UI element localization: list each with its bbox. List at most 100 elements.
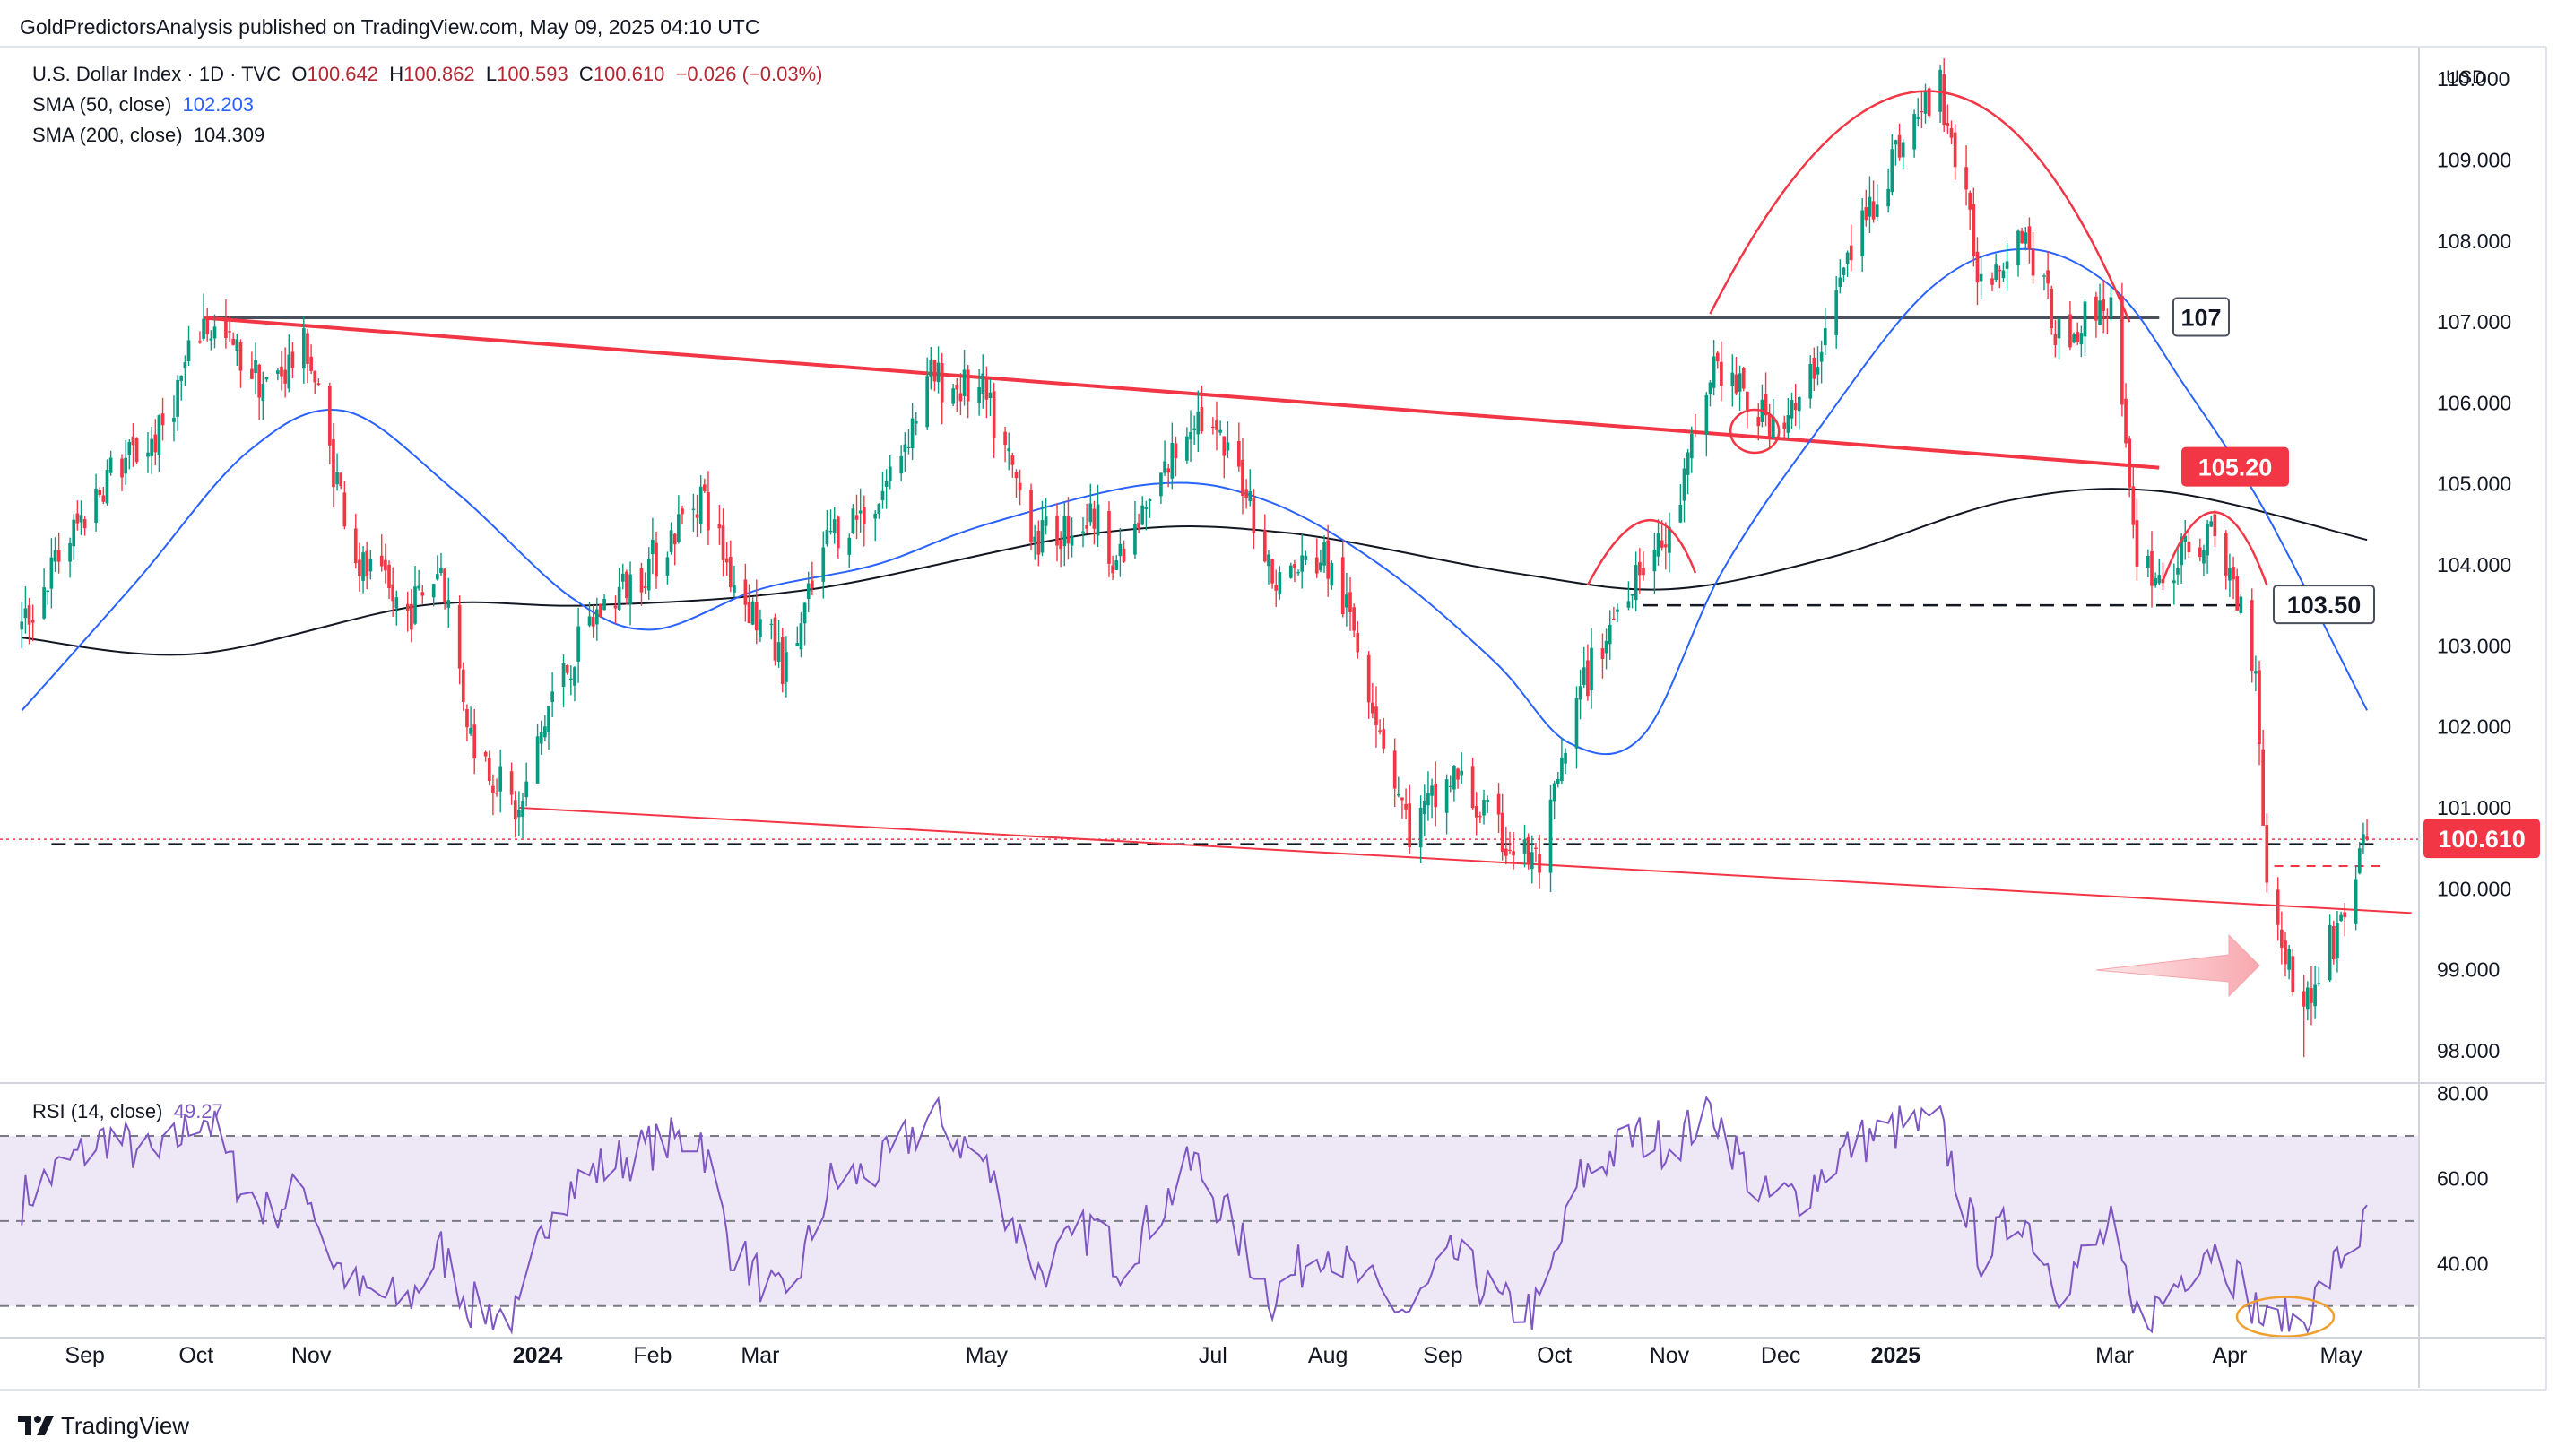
candle-body: [1616, 609, 1619, 612]
candle-body: [1270, 559, 1274, 584]
candle-body: [1218, 429, 1222, 433]
candle-body: [1007, 448, 1011, 452]
candle-body: [2161, 578, 2165, 584]
candle-body: [565, 664, 569, 673]
upper-trendline[interactable]: [203, 316, 2160, 470]
candle-body: [1426, 793, 1430, 806]
candle-body: [1137, 522, 1140, 529]
candle-body: [936, 362, 941, 383]
candle-body: [1864, 207, 1868, 221]
currency-label[interactable]: USD: [2446, 67, 2486, 88]
candle-body: [1470, 766, 1475, 809]
sma200-line[interactable]: [22, 488, 2368, 656]
candle-body: [1816, 367, 1820, 375]
time-tick-label: Oct: [178, 1343, 213, 1368]
candle-body: [405, 603, 410, 611]
left-shoulder-arc[interactable]: [1586, 519, 1697, 586]
lower-trendline[interactable]: [518, 806, 2412, 914]
candle-body: [94, 488, 98, 524]
rsi-tick-label: 80.00: [2437, 1081, 2489, 1105]
candle-body: [238, 342, 243, 371]
rsi-line[interactable]: [21, 1095, 2368, 1335]
candle-body: [1968, 192, 1972, 210]
candle-body: [435, 574, 439, 580]
level-105-20-tag[interactable]: [2181, 446, 2289, 487]
candle-body: [914, 420, 918, 424]
candle-body: [587, 616, 592, 626]
candle-body: [2310, 988, 2313, 1003]
candle-body: [747, 602, 751, 624]
candle-body: [821, 547, 826, 582]
candle-body: [1793, 403, 1798, 411]
price-tick-label: 100.000: [2437, 877, 2511, 900]
candle-body: [981, 373, 985, 394]
candle-body: [146, 452, 150, 457]
candle-body: [2079, 333, 2084, 345]
candle-body: [707, 492, 710, 531]
candle-body: [1088, 503, 1093, 523]
right-shoulder-arc[interactable]: [2162, 511, 2268, 586]
head-and-shoulders-arc[interactable]: [1709, 90, 2131, 323]
level-103-50-tag[interactable]: [2273, 585, 2375, 625]
candle-body: [1196, 411, 1201, 435]
candle-body: [491, 785, 495, 793]
candle-body: [327, 386, 332, 446]
price-tick-label: 103.000: [2437, 634, 2511, 657]
candle-body: [2258, 670, 2261, 745]
candle-body: [1860, 210, 1865, 256]
sma200-legend[interactable]: SMA (200, close) 104.309: [32, 124, 264, 147]
time-tick-label: Feb: [633, 1343, 672, 1368]
candle-body: [695, 514, 699, 518]
tradingview-logo[interactable]: TradingView: [18, 1409, 189, 1442]
candle-body: [1949, 128, 1954, 138]
candle-body: [30, 620, 35, 623]
candle-body: [599, 603, 602, 618]
symbol-legend[interactable]: U.S. Dollar Index · 1D · TVC O100.642 H1…: [32, 63, 822, 86]
ohlc-open-label: O: [291, 63, 308, 85]
pivot-circle[interactable]: [1729, 408, 1781, 455]
candle-body: [1278, 572, 1282, 594]
sma50-line[interactable]: [21, 247, 2368, 755]
price-tick-label: 101.000: [2437, 796, 2511, 819]
candle-body: [368, 559, 373, 572]
price-tick-label: 102.000: [2437, 715, 2511, 739]
candle-body: [1642, 568, 1645, 576]
candle-body: [1163, 461, 1166, 473]
candle-body: [2343, 912, 2347, 918]
candle-body: [2020, 230, 2024, 244]
candle-body: [306, 333, 309, 364]
level-107-tag[interactable]: [2172, 297, 2230, 337]
candle-body: [2206, 523, 2209, 556]
time-tick-label: May: [966, 1343, 1009, 1368]
candle-body: [1771, 416, 1775, 439]
sma50-legend[interactable]: SMA (50, close) 102.203: [32, 93, 254, 117]
ohlc-open: 100.642: [307, 63, 379, 85]
rsi-legend[interactable]: RSI (14, close) 49.27: [32, 1100, 223, 1123]
candle-body: [2068, 314, 2072, 348]
candle-body: [1111, 565, 1114, 574]
candle-body: [1660, 540, 1664, 548]
price-tick-label: 104.000: [2437, 553, 2511, 576]
candle-body: [1504, 848, 1508, 856]
candle-body: [677, 514, 681, 542]
candle-body: [2053, 334, 2058, 345]
price-tick-label: 99.000: [2437, 958, 2500, 982]
candle-body: [134, 438, 139, 463]
candle-body: [2287, 949, 2291, 970]
candle-body: [750, 601, 755, 625]
candle-body: [1148, 498, 1152, 501]
candle-body: [2313, 984, 2317, 1007]
rsi-oversold-circle[interactable]: [2235, 1296, 2336, 1338]
candle-body: [1979, 273, 1983, 282]
symbol-name[interactable]: U.S. Dollar Index · 1D · TVC: [32, 63, 282, 85]
candle-body: [1612, 618, 1616, 620]
rsi-value: 49.27: [173, 1100, 223, 1122]
candle-body: [2328, 924, 2332, 981]
candle-body: [1236, 440, 1241, 467]
candle-body: [785, 652, 788, 682]
candle-body: [231, 338, 236, 345]
candle-body: [2354, 879, 2358, 924]
current-price-tag[interactable]: [2423, 819, 2540, 859]
support-arrow[interactable]: [2095, 933, 2260, 998]
